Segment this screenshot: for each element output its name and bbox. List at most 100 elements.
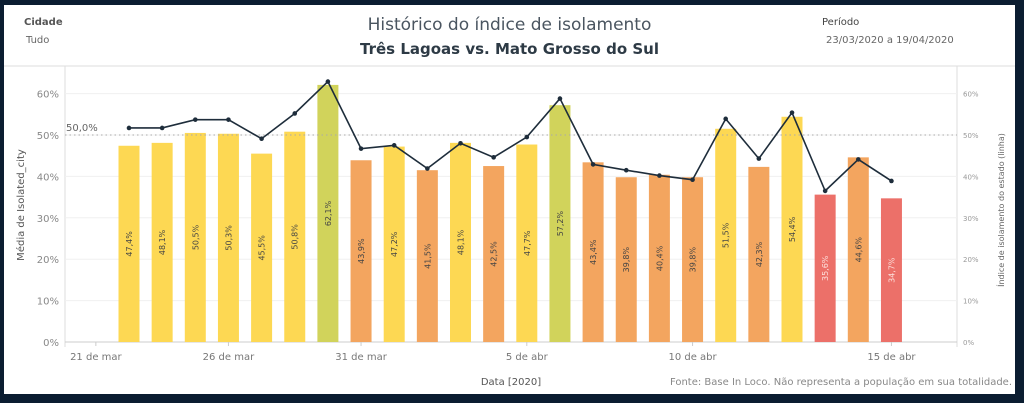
line-point bbox=[623, 167, 629, 173]
line-point bbox=[159, 125, 165, 131]
line-point bbox=[690, 177, 695, 183]
bar bbox=[615, 177, 637, 342]
y2-tick-label: 40% bbox=[963, 173, 979, 181]
y2-tick-label: 20% bbox=[963, 256, 979, 264]
y-tick-label: 20% bbox=[37, 255, 59, 266]
bar bbox=[648, 174, 670, 342]
bar bbox=[450, 142, 471, 342]
line-point bbox=[358, 146, 364, 151]
bar-label: 45,5% bbox=[258, 235, 267, 261]
y2-tick-label: 30% bbox=[963, 215, 979, 223]
bar-label: 50,5% bbox=[191, 224, 200, 250]
bar bbox=[549, 105, 571, 342]
period-filter-label: Período bbox=[822, 17, 860, 28]
bar bbox=[483, 166, 505, 342]
x-tick-label: 15 de abr bbox=[867, 352, 916, 363]
bar-label: 34,7% bbox=[887, 257, 896, 283]
x-axis-title: Data [2020] bbox=[481, 377, 541, 388]
line-point bbox=[657, 173, 662, 178]
line-point bbox=[822, 188, 828, 194]
line-point bbox=[325, 79, 331, 84]
bar bbox=[383, 146, 405, 342]
bar bbox=[118, 145, 140, 342]
line-point bbox=[856, 157, 861, 162]
x-tick-label: 31 de mar bbox=[335, 352, 387, 363]
bar bbox=[814, 194, 836, 342]
bar-label: 57,2% bbox=[556, 210, 565, 236]
y2-tick-label: 50% bbox=[963, 132, 979, 140]
line-point bbox=[789, 110, 795, 115]
line-point bbox=[391, 143, 397, 148]
line-point bbox=[425, 166, 430, 171]
bar bbox=[284, 131, 306, 342]
line-point bbox=[889, 178, 894, 184]
y2-tick-label: 10% bbox=[963, 298, 979, 306]
line-point bbox=[126, 125, 132, 131]
y-axis-title: Média de Isolated_city bbox=[15, 149, 27, 261]
state-line bbox=[129, 80, 892, 193]
source-note: Fonte: Base In Loco. Não representa a po… bbox=[670, 377, 1012, 388]
x-tick-label: 5 de abr bbox=[506, 352, 549, 363]
bar-label: 48,1% bbox=[457, 229, 466, 255]
y-tick-label: 30% bbox=[37, 214, 59, 225]
bar-label: 54,4% bbox=[788, 216, 797, 242]
line-point bbox=[723, 116, 728, 122]
bar bbox=[880, 198, 902, 342]
y2-tick-label: 60% bbox=[963, 91, 979, 99]
bar-label: 50,3% bbox=[224, 225, 233, 251]
city-filter-label: Cidade bbox=[24, 17, 63, 28]
bar-label: 44,6% bbox=[854, 237, 863, 263]
bar bbox=[582, 162, 604, 342]
bar bbox=[781, 116, 803, 342]
bar bbox=[317, 84, 339, 342]
reference-line-label: 50,0% bbox=[66, 123, 98, 134]
line-point bbox=[524, 134, 530, 140]
y-tick-label: 60% bbox=[37, 90, 59, 101]
bar-label: 43,4% bbox=[589, 239, 598, 265]
bar-label: 43,9% bbox=[357, 238, 366, 264]
line-point bbox=[557, 96, 563, 101]
bar-label: 41,5% bbox=[423, 243, 432, 269]
bar bbox=[715, 128, 737, 342]
y-tick-label: 50% bbox=[37, 131, 59, 142]
chart-subtitle: Três Lagoas vs. Mato Grosso do Sul bbox=[360, 40, 659, 58]
x-tick-label: 10 de abr bbox=[668, 352, 717, 363]
y2-tick-label: 0% bbox=[963, 339, 974, 347]
line-point bbox=[226, 117, 231, 122]
y-tick-label: 0% bbox=[43, 338, 59, 349]
bar-label: 39,8% bbox=[622, 247, 631, 273]
dashboard: Cidade Tudo Histórico do índice de isola… bbox=[4, 5, 1015, 394]
bar-label: 47,2% bbox=[390, 231, 399, 257]
bar-label: 47,4% bbox=[125, 231, 134, 257]
period-filter-value[interactable]: 23/03/2020 a 19/04/2020 bbox=[826, 35, 954, 46]
line-point bbox=[590, 162, 596, 167]
bar-label: 40,4% bbox=[655, 245, 664, 271]
bar-label: 35,6% bbox=[821, 255, 830, 281]
bar bbox=[416, 170, 438, 342]
bar bbox=[350, 160, 372, 342]
bar bbox=[748, 166, 770, 342]
x-tick-label: 21 de mar bbox=[70, 352, 122, 363]
line-point bbox=[458, 140, 463, 146]
y-tick-label: 10% bbox=[37, 297, 59, 308]
y-tick-label: 40% bbox=[37, 172, 59, 183]
chart: 0% 0% 10% 10% 20% 20% 30% 30% 40% 40% 50% 50% 60% 60%… bbox=[4, 65, 1015, 388]
bar bbox=[516, 144, 538, 342]
bar bbox=[251, 153, 273, 342]
bar-label: 48,1% bbox=[158, 229, 167, 255]
x-tick-label: 26 de mar bbox=[203, 352, 255, 363]
line-point bbox=[756, 156, 762, 161]
bar-label: 51,5% bbox=[722, 222, 731, 248]
bar-label: 50,8% bbox=[291, 224, 300, 250]
bar bbox=[682, 177, 704, 342]
bar-label: 42,5% bbox=[490, 241, 499, 267]
line-point bbox=[193, 117, 198, 122]
chart-title: Histórico do índice de isolamento bbox=[367, 15, 652, 35]
line-point bbox=[491, 155, 496, 160]
bar bbox=[184, 132, 206, 342]
line-point bbox=[292, 111, 298, 116]
city-filter-value[interactable]: Tudo bbox=[26, 35, 50, 46]
bar-label: 39,8% bbox=[689, 247, 698, 273]
bar-label: 42,3% bbox=[755, 241, 764, 267]
bar bbox=[217, 133, 239, 342]
